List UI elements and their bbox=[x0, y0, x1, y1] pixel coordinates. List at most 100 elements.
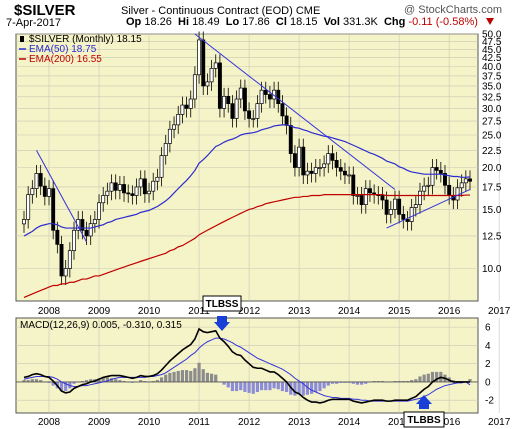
macd-histogram-bar bbox=[109, 378, 114, 382]
chart-subtitle: Silver - Continuous Contract (EOD) CME bbox=[121, 5, 321, 17]
macd-x-tick-label: 2009 bbox=[88, 417, 111, 428]
stockcharts-brand[interactable]: @ StockCharts.com bbox=[404, 4, 502, 16]
price-y-tick-label: 42.5 bbox=[482, 53, 502, 64]
macd-y-tick-label: 4 bbox=[485, 341, 491, 352]
candle-body bbox=[388, 209, 393, 215]
candle-body bbox=[167, 128, 172, 144]
candle-body bbox=[468, 178, 472, 182]
macd-legend: MACD(12,26,9) 0.005, -0.310, 0.315 bbox=[20, 320, 182, 331]
macd-histogram-bar bbox=[405, 381, 410, 382]
svg-text:TLBBS: TLBBS bbox=[407, 415, 441, 426]
candle-body bbox=[180, 104, 185, 115]
macd-histogram-bar bbox=[247, 381, 251, 393]
candle-body bbox=[151, 180, 156, 192]
macd-histogram-bar bbox=[351, 381, 355, 384]
candle-body bbox=[438, 170, 443, 174]
candle-body bbox=[326, 153, 331, 165]
candle-body bbox=[88, 223, 93, 237]
macd-histogram-bar bbox=[343, 381, 347, 383]
candle-body bbox=[34, 173, 39, 189]
candle-body bbox=[30, 188, 35, 195]
symbol-title: $SILVER bbox=[14, 2, 76, 19]
macd-histogram-bar bbox=[143, 381, 147, 382]
candle-body bbox=[84, 229, 89, 237]
candle-body bbox=[238, 87, 243, 100]
macd-histogram-bar bbox=[468, 379, 472, 382]
macd-histogram-bar bbox=[326, 381, 330, 386]
macd-histogram-bar bbox=[310, 381, 314, 394]
candle-body bbox=[463, 178, 468, 184]
candle-body bbox=[280, 103, 285, 117]
candle-body bbox=[184, 104, 189, 109]
legend-entry: EMA(200) 16.55 bbox=[29, 54, 102, 65]
candle-body bbox=[317, 167, 322, 169]
price-y-tick-label: 40.0 bbox=[482, 62, 502, 73]
ema50-line bbox=[23, 124, 471, 237]
candle-body bbox=[405, 219, 410, 222]
macd-x-tick-label: 2012 bbox=[238, 417, 261, 428]
candle-body bbox=[92, 219, 97, 225]
candle-body bbox=[351, 174, 356, 196]
down-arrow-icon bbox=[214, 316, 230, 331]
macd-histogram-bar bbox=[101, 377, 105, 382]
macd-histogram-bar bbox=[280, 381, 285, 392]
tlbss-annotation: TLBSS bbox=[202, 295, 242, 331]
macd-histogram-bar bbox=[209, 373, 214, 382]
candle-body bbox=[284, 115, 289, 126]
macd-histogram-bar bbox=[205, 372, 210, 382]
macd-histogram-bar bbox=[201, 369, 205, 382]
candle-body bbox=[163, 143, 168, 156]
macd-y-tick-label: -2 bbox=[485, 396, 494, 407]
macd-histogram-bar bbox=[380, 381, 385, 382]
macd-y-tick-label: 0 bbox=[485, 377, 491, 388]
macd-histogram-bar bbox=[26, 380, 30, 382]
trendline bbox=[36, 150, 87, 243]
candle-body bbox=[359, 195, 364, 205]
macd-histogram-bar bbox=[222, 381, 226, 385]
candle-body bbox=[443, 173, 447, 186]
macd-x-tick-label: 2010 bbox=[138, 417, 161, 428]
chart-header: $SILVER Silver - Continuous Contract (EO… bbox=[4, 0, 516, 34]
candle-body bbox=[413, 204, 418, 208]
macd-histogram-bar bbox=[318, 381, 322, 392]
candle-body bbox=[122, 184, 126, 194]
svg-text:TLBSS: TLBSS bbox=[206, 299, 239, 310]
macd-x-tick-label: 2015 bbox=[388, 417, 411, 428]
candle-body bbox=[72, 229, 76, 252]
candle-body bbox=[59, 244, 64, 277]
price-y-tick-label: 22.5 bbox=[482, 146, 502, 157]
candle-body bbox=[255, 103, 260, 119]
macd-histogram-bar bbox=[47, 381, 51, 383]
legend-entry: $SILVER (Monthly) 18.15 bbox=[29, 34, 142, 45]
macd-histogram-bar bbox=[284, 381, 289, 392]
candle-body bbox=[105, 190, 110, 196]
macd-histogram-bar bbox=[139, 380, 143, 382]
macd-histogram-bar bbox=[118, 380, 122, 382]
candle-body bbox=[338, 167, 343, 172]
macd-x-tick-label: 2016 bbox=[438, 417, 461, 428]
macd-histogram-bar bbox=[64, 381, 68, 392]
macd-histogram-bar bbox=[184, 370, 189, 382]
macd-histogram-bar bbox=[451, 380, 455, 382]
candle-body bbox=[459, 182, 464, 189]
candle-body bbox=[213, 62, 218, 69]
macd-histogram-bar bbox=[414, 379, 418, 382]
macd-histogram-bar bbox=[234, 381, 239, 392]
macd-histogram-bar bbox=[422, 374, 426, 382]
candle-body bbox=[259, 89, 264, 104]
macd-histogram-bar bbox=[410, 380, 414, 382]
candle-body bbox=[343, 170, 347, 176]
macd-histogram-bar bbox=[435, 371, 439, 382]
macd-histogram-bar bbox=[84, 380, 89, 382]
tlbbs-annotation: TLBBS bbox=[403, 395, 445, 428]
price-x-tick-label: 2008 bbox=[38, 306, 61, 317]
candle-body bbox=[455, 187, 460, 201]
macd-histogram-bar bbox=[230, 381, 235, 392]
candle-body bbox=[155, 176, 160, 182]
macd-line bbox=[23, 327, 471, 404]
macd-histogram-bar bbox=[339, 381, 343, 383]
legend-entry: EMA(50) 18.75 bbox=[29, 44, 97, 55]
price-x-tick-label: 2011 bbox=[188, 306, 210, 317]
macd-histogram-bar bbox=[372, 381, 376, 382]
candle-body bbox=[188, 98, 193, 109]
